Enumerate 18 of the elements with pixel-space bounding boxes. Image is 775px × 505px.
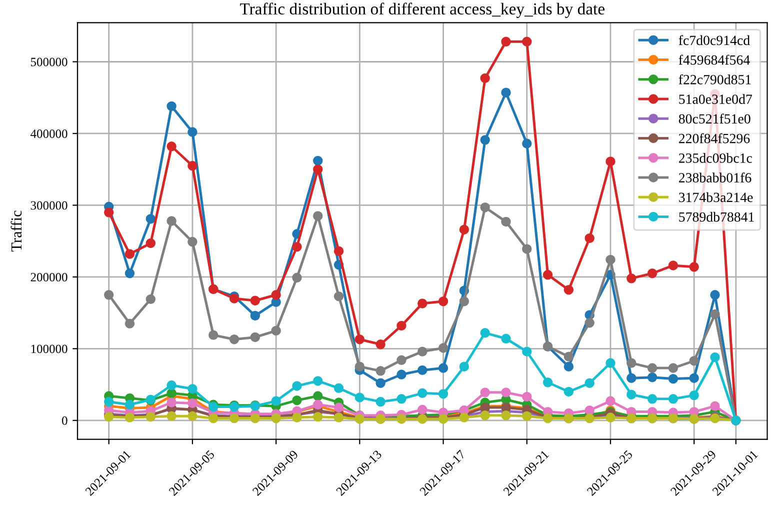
y-tick-label: 300000 — [30, 201, 68, 210]
legend-label: fc7d0c914cd — [678, 35, 750, 46]
y-tick-label: 400000 — [30, 130, 68, 138]
y-axis-title: Traffic — [10, 210, 22, 252]
legend-label: 51a0e31e0d7 — [679, 94, 752, 104]
legend-label: f459684f564 — [678, 54, 750, 65]
y-tick-label: 500000 — [31, 58, 68, 66]
legend-label: 238babb01f6 — [678, 172, 752, 182]
legend-label: f22c790d851 — [678, 74, 751, 84]
legend-label: 220f84f5296 — [678, 133, 750, 144]
legend-label: 3174b3a214e — [679, 192, 753, 202]
legend-label: 5789db78841 — [679, 212, 754, 222]
legend-label: 235dc09bc1c — [678, 153, 752, 163]
chart-title: Traffic distribution of different access_key_ids by date — [240, 2, 604, 18]
legend-label: 80c521f51e0 — [678, 114, 750, 124]
y-tick-label: 200000 — [30, 272, 68, 282]
y-tick-label: 0 — [62, 416, 68, 425]
y-tick-label: 100000 — [31, 344, 68, 354]
